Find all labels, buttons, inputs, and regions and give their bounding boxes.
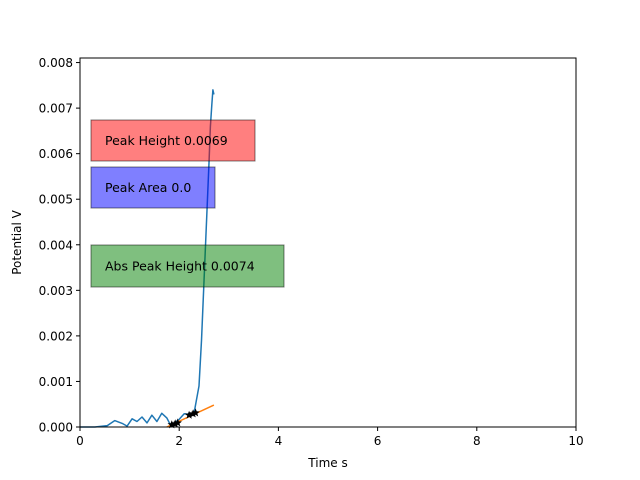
axes-frame	[79, 57, 577, 428]
x-tick-label: 6	[374, 434, 382, 448]
y-tick-label: 0.007	[39, 102, 73, 116]
y-tick-label: 0.004	[39, 238, 73, 252]
y-tick-label: 0.006	[39, 147, 73, 161]
peak-marker	[188, 409, 198, 418]
y-tick-label: 0.001	[39, 375, 73, 389]
peak-marker	[171, 419, 180, 428]
y-tick-label: 0.005	[39, 193, 73, 207]
peak-marker	[173, 418, 182, 427]
x-axis: 0 2 4 6 8 10	[76, 427, 584, 448]
y-tick-label: 0.003	[39, 284, 73, 298]
x-tick-label: 8	[473, 434, 481, 448]
y-axis-label: Potential V	[10, 209, 24, 274]
annotation-layer: Peak Height 0.0069 Peak Area 0.0 Abs Peak …	[90, 119, 285, 288]
x-tick-label: 4	[275, 434, 283, 448]
y-tick-label: 0.002	[39, 329, 73, 343]
annotation-box	[90, 166, 216, 209]
x-tick-label: 10	[568, 434, 583, 448]
marker-layer	[167, 408, 200, 429]
annotation-text: Peak Area 0.0	[105, 180, 191, 195]
plot-area	[80, 58, 576, 427]
y-tick-label: 0.000	[39, 421, 73, 435]
peak-marker	[167, 420, 176, 429]
annotation-box	[90, 244, 285, 288]
annotation-box	[90, 119, 256, 162]
annotation-text: Peak Height 0.0069	[105, 133, 228, 148]
x-tick-label: 2	[175, 434, 183, 448]
peak-marker	[184, 410, 194, 419]
x-tick-label: 0	[76, 434, 84, 448]
peak-marker	[191, 408, 200, 417]
y-tick-label: 0.008	[39, 56, 73, 70]
x-axis-label: Time s	[307, 456, 347, 470]
annotation-text: Abs Peak Height 0.0074	[105, 259, 255, 274]
y-axis: 0.000 0.001 0.002 0.003 0.004 0.005 0.006 0.007…	[39, 56, 80, 435]
